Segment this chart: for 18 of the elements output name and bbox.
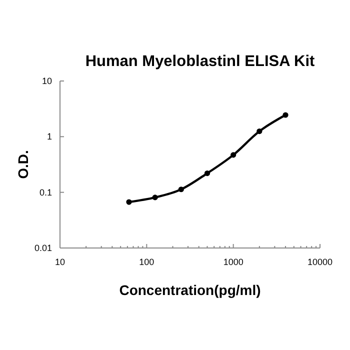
- point: [282, 112, 288, 118]
- y-tick-label: 0.1: [39, 187, 52, 198]
- point: [126, 199, 132, 205]
- point: [204, 170, 210, 176]
- chart-title: Human Myeloblastinl ELISA Kit: [85, 53, 315, 70]
- y-tick-label: 10: [42, 76, 52, 86]
- point: [152, 194, 158, 200]
- point: [256, 128, 262, 134]
- x-tick-label: 10000: [307, 257, 333, 267]
- x-tick-label: 1000: [223, 257, 244, 267]
- y-tick-label: 0.01: [34, 243, 52, 253]
- point: [178, 186, 184, 192]
- x-axis-title: Concentration(pg/ml): [119, 282, 261, 298]
- x-tick-label: 10: [54, 257, 66, 267]
- y-tick-label: 1: [46, 132, 52, 142]
- x-tick-label: 100: [139, 257, 154, 267]
- point: [230, 152, 236, 158]
- y-axis-title: O.D.: [15, 150, 31, 179]
